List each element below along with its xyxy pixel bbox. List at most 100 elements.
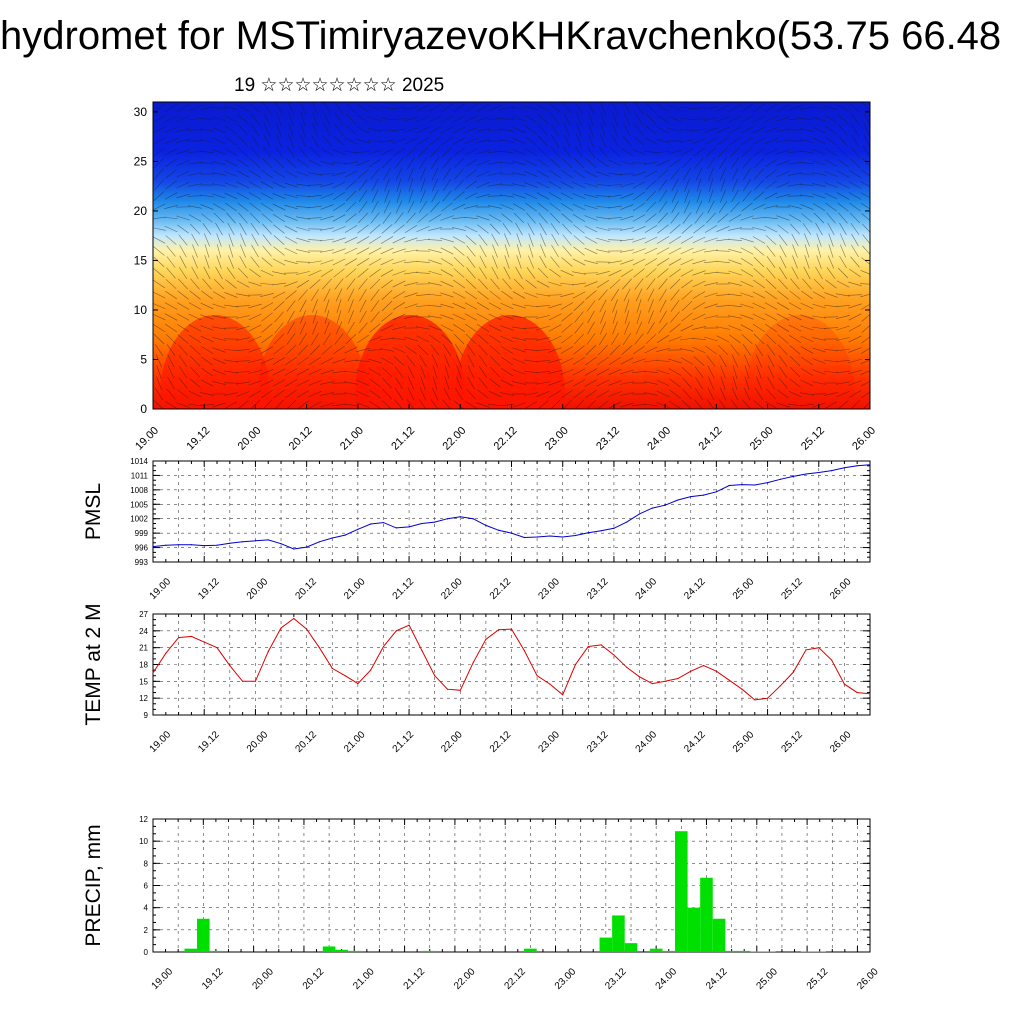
wind-barb: [178, 377, 188, 389]
wind-barb: [502, 223, 512, 235]
wind-barb: [584, 215, 598, 221]
wind-barb: [643, 371, 659, 373]
precip-bar: [347, 950, 361, 952]
wind-barb: [320, 160, 334, 166]
wind-barb: [224, 292, 238, 298]
wind-barb: [608, 172, 622, 176]
wind-barb: [658, 179, 668, 191]
wind-barb: [644, 359, 658, 363]
wind-barb: [333, 268, 345, 278]
wind-barb: [300, 310, 306, 324]
wind-barb: [249, 212, 261, 224]
wind-barb: [489, 366, 501, 378]
wind-barb: [212, 291, 226, 299]
precip-bar: [649, 948, 663, 952]
wind-barb: [731, 189, 739, 203]
wind-barb: [261, 169, 273, 179]
wind-barb: [694, 212, 704, 224]
wind-barb: [572, 379, 586, 387]
wind-barb: [309, 279, 321, 289]
wind-barb: [369, 268, 381, 278]
wind-barb: [728, 282, 742, 286]
wind-barb: [752, 126, 766, 134]
wind-barb: [465, 180, 477, 190]
x-tick-label: 20.12: [287, 425, 315, 453]
wind-barb: [684, 178, 690, 192]
wind-barb: [776, 170, 790, 178]
wind-barb: [334, 102, 344, 114]
wind-barb: [609, 344, 621, 356]
wind-barb: [178, 355, 188, 367]
wind-barb: [393, 224, 405, 234]
wind-barb: [431, 167, 439, 181]
wind-barb: [308, 401, 322, 409]
wind-barb: [466, 388, 476, 400]
wind-barb: [611, 134, 619, 148]
wind-barb: [262, 234, 272, 246]
wind-barb: [212, 369, 226, 375]
y-tick-label: 5: [140, 352, 147, 366]
wind-barb: [524, 192, 538, 200]
wind-barb: [560, 192, 574, 200]
wind-barb: [765, 169, 777, 179]
wind-barb: [753, 157, 765, 169]
wind-barb: [465, 323, 477, 333]
wind-barb: [848, 303, 862, 309]
wind-barb: [847, 294, 863, 296]
x-tick-label: 22.12: [502, 966, 528, 992]
wind-barb: [476, 313, 490, 321]
wind-barb: [320, 238, 334, 242]
wind-barb: [644, 137, 658, 145]
x-tick-label: 24.12: [682, 576, 708, 602]
wind-barb: [320, 369, 334, 375]
wind-barb: [607, 239, 623, 241]
wind-barb: [165, 158, 177, 168]
wind-barb: [406, 212, 416, 224]
wind-barb: [548, 192, 562, 200]
wind-barb: [488, 183, 502, 187]
wind-barb: [740, 247, 754, 255]
wind-barb: [716, 326, 730, 330]
wind-barb: [549, 103, 561, 113]
wind-barb: [861, 324, 870, 333]
wind-barb: [416, 104, 430, 112]
wind-barb: [478, 365, 488, 379]
x-tick-label: 25.12: [799, 425, 827, 453]
wind-barb: [680, 236, 694, 244]
wind-barb: [200, 106, 214, 110]
data-point: [728, 484, 730, 487]
wind-barb: [860, 370, 870, 375]
data-point: [702, 665, 705, 667]
data-point: [562, 694, 564, 696]
wind-barb: [178, 278, 188, 290]
wind-barb: [597, 400, 609, 409]
wind-barb: [323, 288, 331, 302]
wind-barb: [825, 125, 837, 135]
wind-barb: [836, 280, 850, 288]
wind-barb: [754, 387, 764, 401]
wind-barb: [381, 279, 393, 289]
x-tick-label: 25.12: [805, 966, 831, 992]
wind-barb: [164, 148, 178, 156]
wind-barb: [620, 182, 634, 188]
x-tick-label: 24.12: [697, 425, 725, 453]
wind-barb: [408, 167, 414, 181]
wind-barb: [596, 368, 610, 376]
data-point: [754, 484, 756, 486]
wind-barb: [200, 128, 214, 132]
wind-barb: [392, 128, 406, 132]
data-point: [638, 676, 641, 678]
wind-barb: [440, 303, 454, 309]
wind-barb: [692, 326, 706, 330]
wind-barb: [237, 114, 249, 124]
wind-barb: [464, 192, 478, 200]
wind-barb: [320, 259, 334, 265]
wind-barb: [669, 224, 681, 234]
wind-barb: [250, 146, 260, 158]
wind-barb: [440, 115, 454, 123]
wind-barb: [562, 146, 572, 158]
wind-barb: [584, 182, 598, 188]
wind-barb: [392, 291, 406, 299]
data-point: [690, 495, 692, 498]
data-point: [638, 513, 641, 515]
